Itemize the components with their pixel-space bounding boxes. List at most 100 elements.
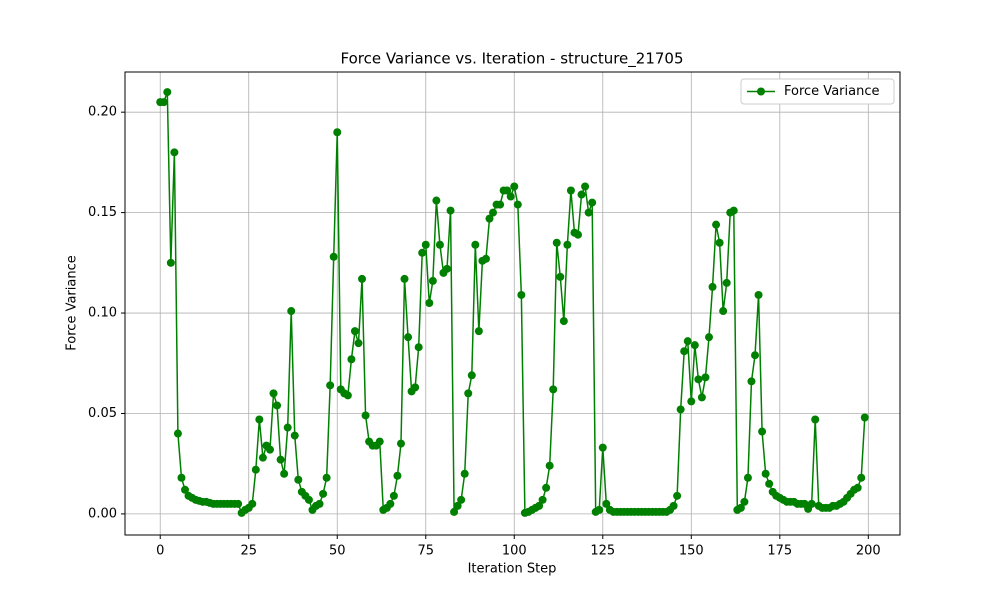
data-point [273,401,282,410]
data-point [680,347,689,356]
data-point [287,307,296,316]
data-point [549,385,558,394]
data-point [697,393,706,402]
data-point [443,264,452,273]
data-point [457,495,466,504]
data-point [729,206,738,215]
data-point [535,501,544,510]
data-point [326,381,335,390]
data-point [464,389,473,398]
data-point [503,186,512,195]
data-point [701,373,710,382]
data-point [414,343,423,352]
data-point [446,206,455,215]
data-point [736,503,745,512]
data-point [690,341,699,350]
x-tick-label: 200 [856,544,881,559]
data-point [432,196,441,205]
data-point [676,405,685,414]
data-point [853,483,862,492]
data-point [758,427,767,436]
data-point [712,220,721,229]
data-point [421,240,430,249]
data-point [559,317,568,326]
data-point [234,499,243,508]
data-point [722,278,731,287]
data-point [350,327,359,336]
data-point [386,499,395,508]
x-axis-label: Iteration Step [468,562,557,577]
x-tick-label: 100 [502,544,527,559]
data-point [584,208,593,217]
data-point [290,431,299,440]
data-point [170,148,179,157]
data-point [513,200,522,209]
data-point [545,461,554,470]
data-point [319,489,328,498]
data-point [751,351,760,360]
data-point [598,443,607,452]
data-point [489,208,498,217]
data-point [566,186,575,195]
data-point [354,339,363,348]
y-tick-label: 0.05 [88,406,117,421]
x-tick-label: 0 [156,544,164,559]
x-tick-label: 175 [767,544,792,559]
data-point [450,507,459,516]
legend-label: Force Variance [784,84,879,99]
data-point [294,475,303,484]
data-point [542,483,551,492]
y-axis-label: Force Variance [65,255,80,350]
data-point [577,190,586,199]
data-point [425,298,434,307]
data-point [765,479,774,488]
data-point [269,389,278,398]
data-point [708,282,717,291]
legend-box [740,78,895,105]
data-point [343,391,352,400]
data-point [694,375,703,384]
legend: Force Variance [740,78,895,105]
data-point [361,411,370,420]
data-point [683,337,692,346]
data-point [581,182,590,191]
data-point [595,505,604,514]
data-point [563,240,572,249]
data-point [588,198,597,207]
data-point [163,88,172,97]
data-point [556,272,565,281]
data-point [517,290,526,299]
data-point [333,128,342,137]
data-point [159,98,168,107]
data-point [276,455,285,464]
data-point [510,182,519,191]
data-point [485,214,494,223]
data-point [453,501,462,510]
data-point [715,238,724,247]
data-point [496,200,505,209]
data-point [807,499,816,508]
data-point [538,495,547,504]
data-point [248,499,257,508]
data-point [857,473,866,482]
plot-frame [124,71,901,536]
x-tick-label: 125 [590,544,615,559]
x-tick-label: 25 [240,544,257,559]
x-tick-label: 50 [329,544,346,559]
data-point [719,307,728,316]
data-point [506,192,515,201]
data-point [740,497,749,506]
x-tick-label: 150 [679,544,704,559]
data-point [743,473,752,482]
data-point [322,473,331,482]
data-point [304,495,313,504]
data-point [347,355,356,364]
data-point [404,333,413,342]
data-point [396,439,405,448]
data-point [400,274,409,283]
data-point [173,429,182,438]
data-point [811,415,820,424]
data-point [181,485,190,494]
data-point [673,491,682,500]
